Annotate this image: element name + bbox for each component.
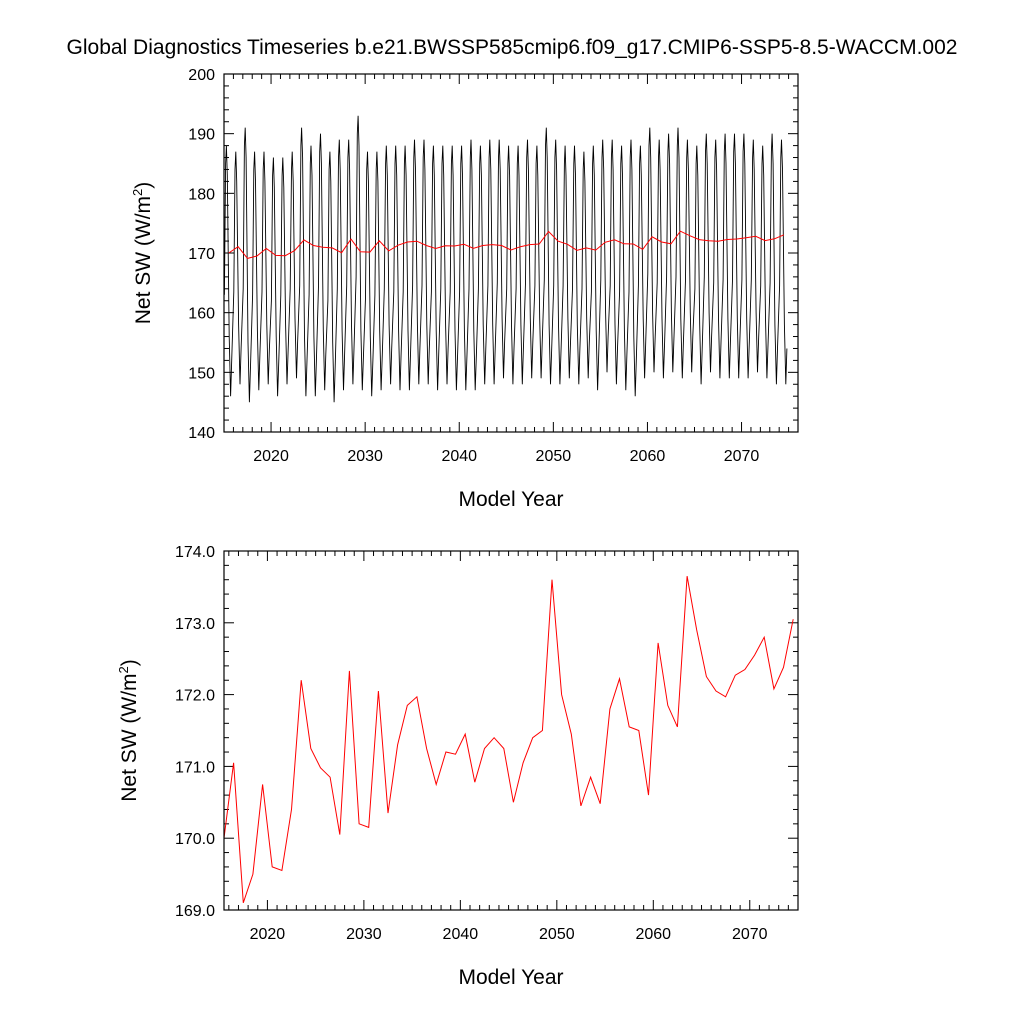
figure-title: Global Diagnostics Timeseries b.e21.BWSS… [66,36,958,59]
plot-frame [223,73,799,433]
y-axis-title-superscript: 2 [130,189,145,196]
x-tick-label: 2050 [539,926,575,943]
x-tick-label: 2030 [347,448,383,465]
x-tick-label: 2070 [724,448,760,465]
monthly-series-line [224,115,788,403]
y-tick-label: 173.0 [175,616,215,633]
y-tick-label: 180 [188,186,215,203]
y-axis-title-close: ) [118,659,141,666]
bottom-panel: 2020 2030 2040 2050 2060 2070 169.0 170.0 171.0 1… [116,544,799,989]
annual-mean-line [224,576,794,903]
y-tick-label: 174.0 [175,544,215,561]
x-tick-label: 2070 [732,926,768,943]
x-tick-label: 2040 [443,926,479,943]
y-tick-label: 140 [188,425,215,442]
x-tick-label: 2040 [441,448,477,465]
y-axis-title-superscript: 2 [116,666,131,673]
y-tick-label: 172.0 [175,688,215,705]
top-panel: 2020 2030 2040 2050 2060 2070 140 150 160 170 180 1… [130,67,799,511]
y-axis-title-close: ) [132,182,155,189]
x-tick-label: 2050 [536,448,572,465]
y-tick-label: 150 [188,365,215,382]
plot-frame [223,550,799,911]
y-tick-label: 170 [188,246,215,263]
y-tick-label: 169.0 [175,903,215,920]
x-tick-label: 2030 [346,926,382,943]
y-axis-title-main: Net SW (W/m [118,673,141,801]
y-axis-title: Net SW (W/m2) [116,659,141,802]
y-tick-label: 171.0 [175,759,215,776]
x-tick-label: 2020 [250,926,286,943]
x-axis-title: Model Year [458,966,563,989]
y-axis-title: Net SW (W/m2) [130,182,155,325]
y-tick-label: 200 [188,67,215,84]
x-tick-label: 2060 [635,926,671,943]
x-tick-label: 2020 [253,448,289,465]
y-tick-label: 170.0 [175,831,215,848]
annual-mean-line [228,230,785,259]
y-tick-label: 190 [188,127,215,144]
y-axis-title-main: Net SW (W/m [132,196,155,324]
y-tick-label: 160 [188,306,215,323]
x-axis-title: Model Year [458,488,563,511]
x-tick-label: 2060 [630,448,666,465]
